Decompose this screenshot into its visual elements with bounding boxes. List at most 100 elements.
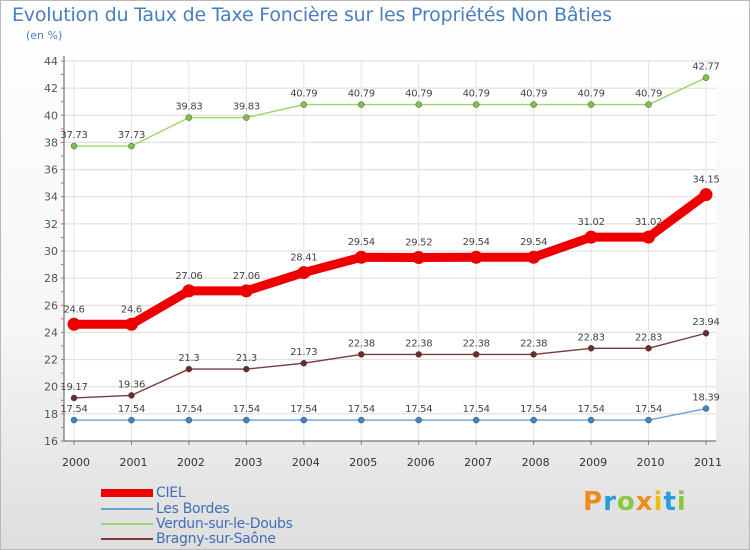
x-tick-label: 2006 xyxy=(407,456,435,469)
logo-letter: r xyxy=(603,487,617,517)
x-tick-label: 2003 xyxy=(234,456,262,469)
y-tick-label: 42 xyxy=(44,82,58,95)
data-label: 18.39 xyxy=(692,393,719,404)
data-point xyxy=(185,416,193,424)
data-label: 34.15 xyxy=(692,175,719,186)
x-tick-label: 2000 xyxy=(62,456,90,469)
data-point xyxy=(243,365,250,373)
y-tick-label: 36 xyxy=(44,164,58,177)
series-line-Bragny-sur-Saône xyxy=(73,332,707,399)
legend-item-ciel: CIEL xyxy=(101,485,186,501)
data-label: 29.54 xyxy=(520,237,547,248)
data-point xyxy=(472,101,480,108)
data-point xyxy=(415,101,422,108)
data-point xyxy=(530,416,537,424)
y-tick-label: 40 xyxy=(44,109,58,122)
y-tick-label: 34 xyxy=(44,191,58,204)
y-tick-label: 22 xyxy=(44,354,58,367)
data-label: 19.17 xyxy=(60,382,87,393)
y-tick-label: 20 xyxy=(44,381,58,394)
series-line-Les Bordes xyxy=(73,407,707,421)
logo-letter: i xyxy=(676,487,687,517)
data-label: 42.77 xyxy=(692,62,719,73)
y-tick-label: 30 xyxy=(44,245,58,258)
data-label: 40.79 xyxy=(290,89,317,100)
data-label: 29.54 xyxy=(463,237,490,248)
x-tick-label: 2011 xyxy=(694,456,722,469)
data-label: 31.02 xyxy=(578,217,605,228)
series-line-CIEL xyxy=(69,190,711,329)
y-tick-label: 18 xyxy=(44,408,58,421)
data-label: 21.73 xyxy=(290,347,317,358)
x-tick-label: 2001 xyxy=(119,456,147,469)
data-point xyxy=(243,114,250,121)
data-label: 17.54 xyxy=(348,404,375,415)
logo-letter: P xyxy=(583,487,604,517)
logo-letter: x xyxy=(635,487,654,517)
legend-label-verdun: Verdun-sur-le-Doubs xyxy=(156,516,293,532)
data-label: 17.54 xyxy=(118,404,145,415)
data-label: 17.54 xyxy=(405,404,432,415)
data-point xyxy=(530,351,537,358)
data-label: 39.83 xyxy=(175,102,202,113)
data-label: 19.36 xyxy=(118,379,145,390)
data-label: 37.73 xyxy=(60,130,87,141)
data-point xyxy=(645,101,652,108)
data-label: 40.79 xyxy=(405,89,432,100)
logo-letter: t xyxy=(663,487,677,517)
data-label: 24.6 xyxy=(63,304,84,315)
data-point xyxy=(699,188,713,202)
data-label: 29.52 xyxy=(405,238,432,249)
data-label: 27.06 xyxy=(233,271,260,282)
data-label: 29.54 xyxy=(348,237,375,248)
legend-item-bragny: Bragny-sur-Saône xyxy=(101,531,276,547)
data-label: 40.79 xyxy=(348,89,375,100)
data-label: 22.38 xyxy=(520,338,547,349)
data-point xyxy=(300,101,308,108)
x-tick-label: 2007 xyxy=(464,456,492,469)
data-point xyxy=(645,345,652,352)
data-label: 40.79 xyxy=(520,89,547,100)
y-tick-label: 24 xyxy=(44,326,58,339)
legend-swatch-les-bordes xyxy=(101,508,153,510)
data-point xyxy=(469,250,483,264)
data-label: 37.73 xyxy=(118,130,145,141)
data-point xyxy=(70,142,78,150)
y-tick-label: 28 xyxy=(44,272,58,285)
data-label: 17.54 xyxy=(60,404,87,415)
proxiti-logo: Proxiti xyxy=(583,487,687,517)
data-point xyxy=(128,392,135,399)
y-tick-label: 32 xyxy=(44,218,58,231)
y-tick-label: 26 xyxy=(44,299,58,312)
data-label: 17.54 xyxy=(578,404,605,415)
data-point xyxy=(472,416,480,424)
legend-swatch-verdun xyxy=(101,523,153,525)
x-tick-label: 2005 xyxy=(349,456,377,469)
data-point xyxy=(587,345,595,352)
x-tick-label: 2004 xyxy=(292,456,320,469)
data-point xyxy=(702,74,710,81)
data-label: 17.54 xyxy=(233,404,260,415)
data-point xyxy=(185,365,193,373)
data-label: 17.54 xyxy=(635,404,662,415)
data-label: 22.83 xyxy=(578,332,605,343)
data-point xyxy=(415,351,422,358)
data-point xyxy=(645,416,652,424)
x-tick-label: 2008 xyxy=(522,456,550,469)
data-point xyxy=(415,416,422,424)
data-point xyxy=(124,317,138,331)
data-label: 22.38 xyxy=(405,338,432,349)
legend-swatch-bragny xyxy=(101,538,153,540)
data-point xyxy=(587,101,595,108)
data-label: 21.3 xyxy=(236,353,257,364)
data-label: 17.54 xyxy=(290,404,317,415)
x-tick-label: 2009 xyxy=(579,456,607,469)
data-point xyxy=(642,230,656,244)
data-point xyxy=(587,416,595,424)
legend-label-bragny: Bragny-sur-Saône xyxy=(156,531,276,547)
data-label: 22.38 xyxy=(463,338,490,349)
data-point xyxy=(354,250,368,264)
data-label: 21.3 xyxy=(178,353,199,364)
